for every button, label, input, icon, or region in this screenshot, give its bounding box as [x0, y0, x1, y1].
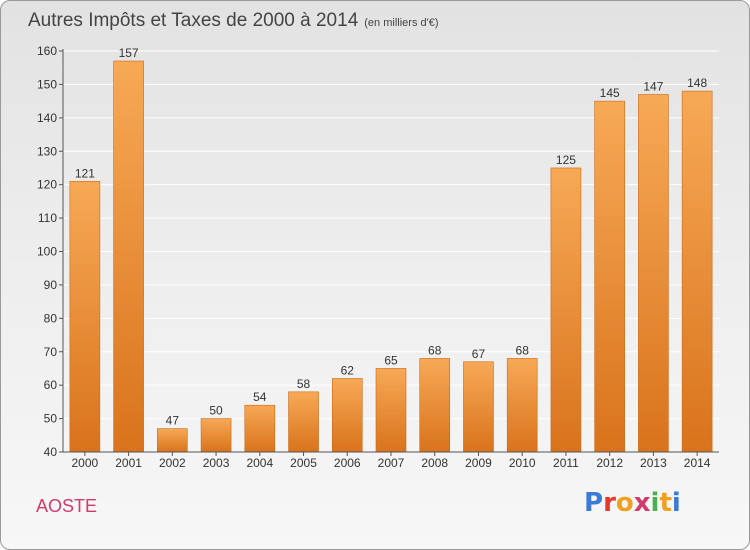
bar-value-label: 62: [341, 363, 355, 377]
logo-letter: r: [603, 488, 616, 518]
x-tick-label: 2013: [640, 456, 667, 470]
y-tick-label: 60: [44, 378, 58, 392]
bar-2008: [419, 358, 451, 453]
y-tick-label: 150: [37, 77, 57, 91]
bar-value-label: 145: [600, 86, 620, 100]
bar-value-label: 125: [556, 153, 576, 167]
y-tick-label: 80: [44, 311, 58, 325]
y-tick-label: 160: [37, 44, 57, 58]
x-tick-label: 2010: [509, 456, 536, 470]
x-tick-label: 2008: [421, 456, 448, 470]
bar-2011: [550, 167, 582, 453]
x-tick-label: 2000: [72, 456, 99, 470]
x-tick-label: 2007: [378, 456, 405, 470]
x-tick-label: 2011: [553, 456, 579, 470]
bar-2013: [638, 94, 669, 453]
x-tick-label: 2001: [115, 456, 142, 470]
bar-value-label: 65: [384, 353, 398, 367]
bar-value-label: 147: [643, 79, 663, 93]
bar-value-label: 157: [119, 46, 139, 60]
bar-2005: [288, 391, 319, 453]
bar-2002: [157, 428, 188, 453]
x-tick-label: 2003: [203, 456, 230, 470]
bar-2003: [200, 418, 232, 453]
x-tick-label: 2012: [596, 456, 623, 470]
bar-value-label: 47: [166, 414, 180, 428]
city-label: AOSTE: [36, 496, 98, 516]
bar-value-label: 58: [297, 377, 311, 391]
x-tick-label: 2014: [684, 456, 711, 470]
y-tick-label: 50: [44, 412, 58, 426]
bar-value-label: 68: [428, 343, 442, 357]
logo-letter: t: [659, 488, 672, 518]
x-tick-label: 2002: [159, 456, 186, 470]
bar-value-label: 54: [253, 390, 267, 404]
bar-value-label: 68: [516, 343, 530, 357]
x-tick-label: 2009: [465, 456, 492, 470]
y-tick-label: 40: [44, 445, 58, 459]
y-tick-label: 130: [37, 144, 57, 158]
y-tick-label: 100: [37, 245, 57, 259]
y-tick-label: 120: [37, 178, 57, 192]
chart-title-main: Autres Impôts et Taxes de 2000 à 2014: [28, 10, 359, 31]
x-tick-label: 2006: [334, 456, 361, 470]
bar-2007: [375, 368, 407, 453]
proxiti-logo: Proxiti: [584, 488, 681, 518]
bar-2000: [69, 181, 101, 453]
bar-2001: [113, 60, 144, 453]
bar-2014: [681, 90, 713, 453]
bar-2004: [244, 404, 276, 453]
bar-2006: [331, 378, 363, 453]
y-tick-label: 110: [38, 211, 57, 225]
bar-value-label: 121: [75, 166, 95, 180]
logo-letter: i: [650, 488, 660, 518]
x-tick-label: 2004: [246, 456, 273, 470]
chart-subtitle: (en milliers d'€): [364, 17, 439, 29]
y-tick-label: 140: [37, 111, 57, 125]
logo-letter: x: [633, 488, 651, 518]
logo-letter: P: [584, 488, 604, 518]
logo-letter: o: [615, 488, 634, 518]
bar-2012: [594, 100, 625, 453]
y-tick-label: 70: [44, 345, 58, 359]
bar-2010: [506, 358, 538, 453]
bar-value-label: 148: [687, 76, 707, 90]
bar-value-label: 67: [472, 347, 486, 361]
chart-title: Autres Impôts et Taxes de 2000 à 2014 (en…: [28, 7, 439, 35]
y-tick-label: 90: [44, 278, 58, 292]
x-tick-label: 2005: [290, 456, 317, 470]
logo-letter: i: [671, 488, 681, 518]
bar-2009: [463, 361, 494, 453]
bar-value-label: 50: [209, 404, 223, 418]
